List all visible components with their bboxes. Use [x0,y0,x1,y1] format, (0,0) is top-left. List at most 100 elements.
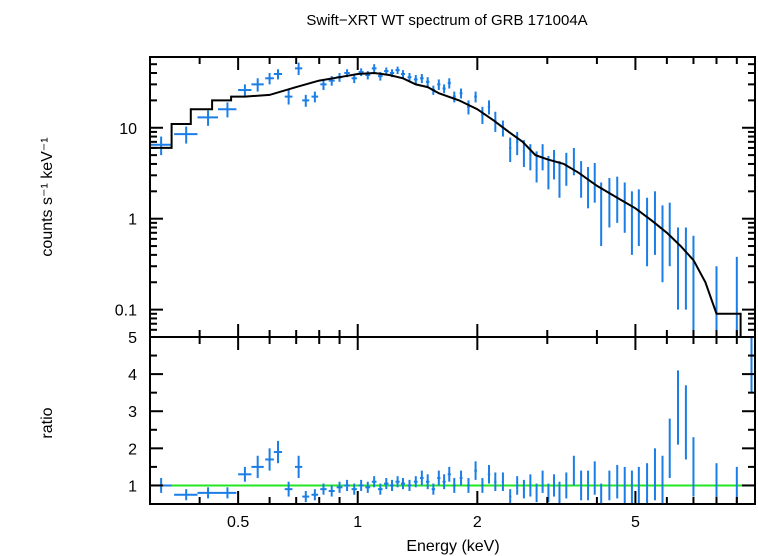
data-point [395,66,400,75]
ratio-point [400,478,405,490]
data-point [265,73,274,85]
ratio-point [452,478,456,493]
ratio-point [474,461,477,480]
ratio-point [646,463,649,504]
data-point [174,126,198,144]
ratio-point [608,470,611,501]
ratio-point [431,483,436,495]
ratio-point [442,474,446,490]
ratio-point [565,472,568,499]
data-point [311,91,319,103]
ratio-point [238,466,252,482]
data-point [302,94,310,107]
ratio-point [365,481,371,493]
data-point [661,205,664,283]
ratio-point [407,479,412,492]
upper-y-axis-label: counts s⁻¹ keV⁻¹ [39,137,56,256]
data-point [420,74,424,84]
data-point [447,78,451,89]
data-point [320,79,327,91]
ratio-point [692,437,695,497]
data-point [516,131,519,156]
data-point [487,100,491,115]
model-step-line [150,71,742,337]
ratio-point [294,455,303,479]
data-point [608,178,611,228]
ratio-point [197,487,219,499]
upper-panel: 10 1 0.1 counts s⁻¹ keV⁻¹ [39,56,756,338]
ratio-point [265,448,274,471]
ratio-point [336,481,343,493]
ratio-point [684,385,687,460]
lower-y-tick-label: 2 [128,441,137,458]
data-point [371,64,377,74]
ratio-point [572,455,575,486]
data-point [623,182,626,233]
lower-ticks: 0.5 1 2 5 1 2 3 4 5 [128,330,755,531]
data-point [616,176,619,223]
lower-y-tick-label: 4 [128,367,137,384]
data-point [509,137,512,163]
data-point [413,75,418,85]
ratio-point [351,483,357,495]
data-point [481,106,484,124]
ratio-point [467,478,470,493]
data-point [692,235,695,337]
lower-data-points [150,337,753,504]
upper-ticks: 10 1 0.1 [115,56,755,338]
ratio-point [395,476,400,488]
ratio-point [447,466,451,482]
data-point [294,62,303,76]
data-point [400,70,405,79]
lower-y-tick-label: 1 [128,478,137,495]
data-point [218,102,237,118]
upper-y-tick-label: 10 [119,121,137,138]
ratio-point [494,472,497,492]
ratio-point [593,461,596,495]
ratio-point [522,479,525,499]
x-tick-label: 0.5 [227,514,249,531]
x-tick-label: 5 [631,514,640,531]
data-point [587,167,590,209]
lower-y-axis-label: ratio [39,407,56,438]
ratio-point [459,470,463,486]
ratio-point [623,466,626,504]
ratio-point [501,472,505,492]
data-point [677,227,680,310]
ratio-point [616,465,619,499]
chart-title: Swift−XRT WT spectrum of GRB 171004A [306,12,587,29]
ratio-point [420,470,424,486]
data-point [197,110,219,126]
data-point [474,91,477,103]
ratio-point [553,474,556,497]
ratio-point [384,478,389,490]
data-point [459,88,463,99]
ratio-point [328,485,335,497]
ratio-point [587,470,590,501]
ratio-point [320,483,327,495]
data-point [565,152,568,186]
x-axis-label: Energy (keV) [406,538,499,555]
upper-data-points [150,62,738,337]
data-point [630,191,633,255]
data-point [425,77,430,88]
data-point [547,155,550,190]
ratio-point [661,455,664,504]
ratio-point [437,470,441,486]
ratio-point [378,483,383,495]
ratio-point [558,481,561,504]
ratio-point [529,474,532,497]
ratio-point [487,465,491,484]
data-point [600,182,603,247]
ratio-point [174,489,198,501]
data-point [558,161,561,198]
lower-y-tick-label: 3 [128,404,137,421]
ratio-point [413,476,418,488]
ratio-point [600,483,603,504]
ratio-point [302,491,310,503]
ratio-point [358,479,364,492]
upper-y-tick-label: 1 [128,212,137,229]
data-point [452,91,456,103]
data-point [593,162,596,203]
